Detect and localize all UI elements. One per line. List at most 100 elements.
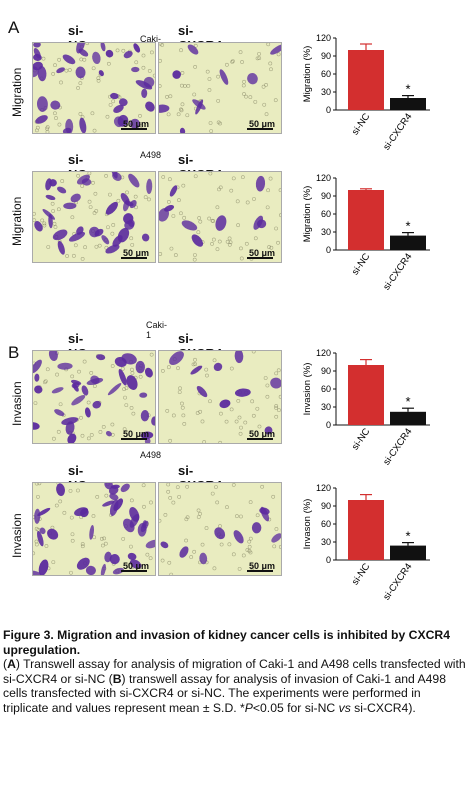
micrograph-image: 50 μm [158, 42, 282, 134]
y-tick-label: 120 [316, 33, 331, 43]
category-label: si-CXCR4 [381, 111, 414, 152]
y-tick-label: 120 [316, 173, 331, 183]
category-label: si-CXCR4 [381, 251, 414, 292]
y-tick-label: 30 [321, 227, 331, 237]
caption-part: P [244, 700, 253, 715]
scale-bar-label: 50 μm [248, 119, 275, 129]
y-tick-label: 0 [326, 105, 331, 115]
category-label: si-NC [350, 561, 373, 587]
y-tick-label: 0 [326, 555, 331, 565]
y-tick-label: 0 [326, 245, 331, 255]
y-tick-label: 30 [321, 537, 331, 547]
caption-part: B [112, 671, 122, 686]
significance-star: * [405, 82, 410, 97]
significance-star: * [405, 394, 410, 409]
scale-bar [247, 257, 273, 259]
bar-si-nc [348, 500, 384, 560]
figure-caption: Figure 3. Migration and invasion of kidn… [3, 628, 469, 716]
panel-letter-b: B [8, 343, 20, 362]
scale-bar [121, 438, 147, 440]
y-axis-label: Migration (%) [302, 46, 313, 103]
y-tick-label: 30 [321, 87, 331, 97]
scale-bar-label: 50 μm [122, 561, 149, 571]
category-label: si-NC [350, 251, 373, 277]
caption-part: A [7, 657, 16, 672]
scale-bar-label: 50 μm [248, 561, 275, 571]
y-tick-label: 90 [321, 191, 331, 201]
assay-side-label: Migration [10, 196, 24, 246]
cell-line-label: Caki-1 [146, 320, 168, 340]
bar-chart: 0 30 60 90 120 Migration (%) si-NC si-CXCR4 * [300, 30, 450, 175]
caption-body: (A) Transwell assay for analysis of migr… [3, 657, 469, 715]
assay-side-label: Migration [10, 67, 24, 117]
scale-bar-label: 50 μm [248, 429, 275, 439]
micrograph-canvas [33, 483, 155, 575]
category-label: si-CXCR4 [381, 426, 414, 467]
y-tick-label: 60 [321, 209, 331, 219]
micrograph-canvas [33, 172, 155, 262]
caption-part: ) Transwell assay for analysis of migrat… [3, 657, 466, 686]
micrograph-image: 50 μm [158, 171, 282, 263]
scale-bar [121, 570, 147, 572]
bar-chart: 0 30 60 90 120 Migration (%) si-NC si-CXCR4 * [300, 170, 450, 315]
y-tick-label: 90 [321, 366, 331, 376]
y-axis-label: Migration (%) [302, 186, 313, 243]
caption-part: vs [338, 700, 351, 715]
y-tick-label: 120 [316, 348, 331, 358]
assay-side-label: Invasion [10, 513, 24, 558]
micrograph-image: 50 μm [158, 482, 282, 576]
bar-si-cxcr4 [390, 235, 426, 250]
bar-si-cxcr4 [390, 98, 426, 110]
caption-part: ( [3, 657, 8, 672]
cell-line-label: A498 [140, 150, 162, 160]
scale-bar-label: 50 μm [122, 429, 149, 439]
scale-bar [121, 257, 147, 259]
y-axis-label: Invason (%) [302, 499, 313, 550]
bar-chart: 0 30 60 90 120 Invason (%) si-NC si-CXCR4 * [300, 480, 450, 625]
y-tick-label: 30 [321, 402, 331, 412]
scale-bar [247, 438, 273, 440]
bar-chart: 0 30 60 90 120 Invasion (%) si-NC si-CXCR4 * [300, 345, 450, 490]
micrograph-image: 50 μm [32, 482, 156, 576]
micrograph-image: 50 μm [32, 42, 156, 134]
scale-bar-label: 50 μm [122, 119, 149, 129]
micrograph-image: 50 μm [32, 171, 156, 263]
category-label: si-CXCR4 [381, 561, 414, 602]
y-tick-label: 60 [321, 69, 331, 79]
significance-star: * [405, 219, 410, 234]
micrograph-image: 50 μm [158, 350, 282, 444]
category-label: si-NC [350, 426, 373, 452]
micrograph-canvas [159, 351, 281, 443]
bar-si-nc [348, 50, 384, 110]
y-tick-label: 90 [321, 501, 331, 511]
scale-bar [121, 128, 147, 130]
caption-part: ) transwell assay for analysis of invasi… [3, 671, 446, 715]
y-tick-label: 90 [321, 51, 331, 61]
y-axis-label: Invasion (%) [302, 363, 313, 416]
micrograph-canvas [33, 351, 155, 443]
micrograph-canvas [159, 43, 281, 133]
scale-bar [247, 570, 273, 572]
bar-si-cxcr4 [390, 411, 426, 425]
panel-letter-a: A [8, 18, 20, 37]
y-tick-label: 120 [316, 483, 331, 493]
significance-star: * [405, 529, 410, 544]
y-tick-label: 0 [326, 420, 331, 430]
assay-side-label: Invasion [10, 381, 24, 426]
caption-part: <0.05 for si-NC [252, 700, 339, 715]
y-tick-label: 60 [321, 519, 331, 529]
caption-title: Figure 3. Migration and invasion of kidn… [3, 628, 450, 657]
category-label: si-NC [350, 111, 373, 137]
micrograph-canvas [159, 172, 281, 262]
micrograph-canvas [159, 483, 281, 575]
micrograph-image: 50 μm [32, 350, 156, 444]
scale-bar-label: 50 μm [248, 248, 275, 258]
micrograph-canvas [33, 43, 155, 133]
bar-si-nc [348, 190, 384, 250]
scale-bar-label: 50 μm [122, 248, 149, 258]
bar-si-cxcr4 [390, 545, 426, 560]
